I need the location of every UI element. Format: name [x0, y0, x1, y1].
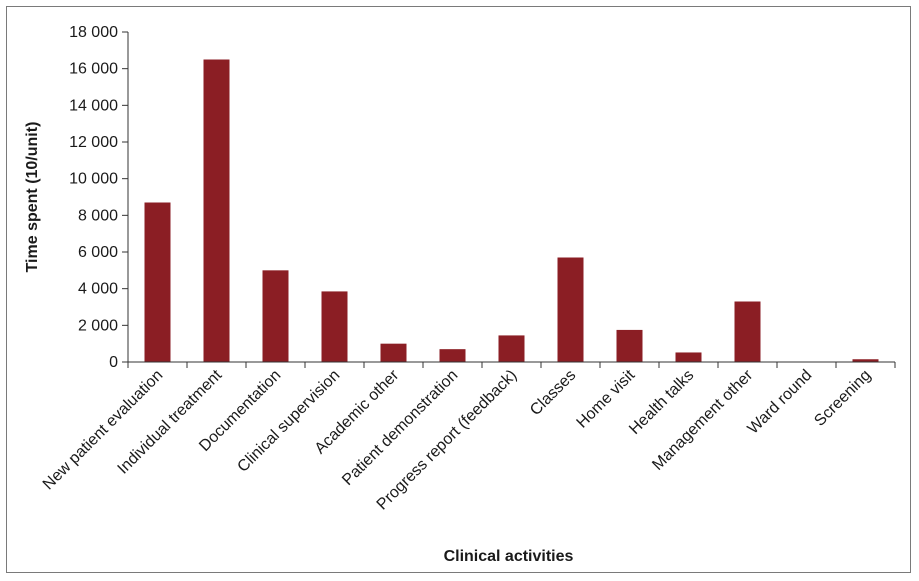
x-category-label: Individual treatment [115, 366, 226, 477]
bar [498, 335, 525, 362]
bar [144, 202, 171, 362]
x-category-label: Patient demonstration [339, 367, 461, 489]
bar [262, 270, 289, 362]
x-axis-title: Clinical activities [444, 548, 574, 565]
y-tick-label: 14 000 [69, 97, 118, 114]
x-category-label: Ward round [745, 367, 816, 438]
y-axis-title: Time spent (10/unit) [24, 122, 41, 273]
y-tick-label: 12 000 [69, 134, 118, 151]
bar [852, 359, 879, 362]
x-axis [127, 361, 896, 368]
y-axis-ticks: 0 2 000 4 000 6 000 8 000 10 000 12 000 14 000 1… [69, 24, 129, 371]
bar [616, 329, 643, 362]
bar [439, 349, 466, 362]
y-tick-label: 2 000 [78, 317, 118, 334]
bars [144, 59, 879, 362]
bar [380, 343, 407, 362]
y-tick-label: 18 000 [69, 24, 118, 41]
y-tick-label: 0 [109, 354, 118, 371]
bar [321, 291, 348, 362]
bar [734, 301, 761, 362]
y-tick-label: 16 000 [69, 61, 118, 78]
y-tick-label: 4 000 [78, 281, 118, 298]
x-category-label: Screening [811, 367, 874, 430]
y-tick-label: 6 000 [78, 244, 118, 261]
bar [203, 59, 230, 362]
bar [675, 352, 702, 362]
x-category-label: Classes [527, 367, 579, 419]
bar [557, 257, 584, 362]
y-tick-label: 10 000 [69, 171, 118, 188]
y-tick-label: 8 000 [78, 207, 118, 224]
x-category-label: Management other [649, 366, 756, 473]
x-category-label: New patient evaluation [40, 367, 166, 493]
x-category-label: Clinical supervision [234, 367, 343, 476]
